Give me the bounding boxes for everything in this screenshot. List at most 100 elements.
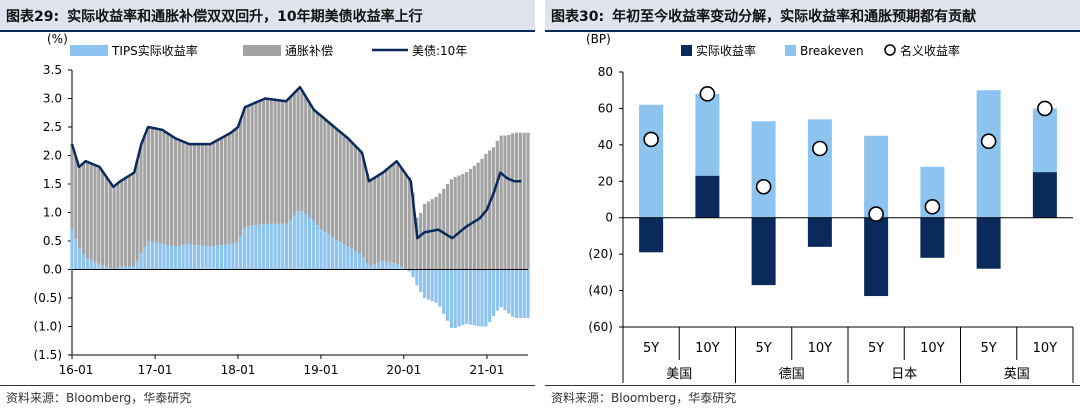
left-tips-bar [277,223,281,270]
left-inflation-bar [269,99,273,224]
left-tips-bar [476,269,480,327]
left-tips-bar [223,244,227,270]
left-tips-bar [116,267,120,270]
left-tips-bar [334,239,339,270]
left-inflation-bar [434,196,438,270]
right-real-yield-bar [864,217,889,297]
left-tips-bar [242,227,247,270]
left-tips-bar [311,220,316,270]
left-inflation-bar [526,132,530,270]
left-tips-bar [231,243,235,270]
left-inflation-bar [227,133,231,245]
left-tips-bar [376,262,381,270]
right-breakeven-bar [976,90,1001,218]
left-inflation-bar [503,135,507,270]
left-inflation-bar [472,165,476,270]
left-tips-bar [323,232,327,270]
left-tips-bar [93,261,97,270]
right-legend-swatch-breakeven [785,45,796,56]
right-x-group-label: 德国 [779,367,805,382]
right-real-yield-bar [751,217,776,286]
left-inflation-bar [104,176,109,267]
right-y-unit-label: (BP) [586,32,611,46]
left-tips-bar [465,269,469,324]
left-inflation-bar [196,144,201,246]
left-inflation-bar [511,133,515,270]
left-tips-bar [150,241,155,270]
left-tips-bar [239,235,243,270]
left-inflation-bar [380,172,384,262]
right-nominal-marker [924,198,941,215]
left-inflation-bar [307,102,312,218]
left-legend-swatch-inflation [243,45,281,56]
right-x-category-label: 10Y [695,341,720,356]
left-tips-bar [327,234,331,270]
left-inflation-bar [499,135,503,270]
left-inflation-bar [139,145,143,253]
left-tips-bar [131,266,135,270]
left-inflation-bar [461,173,465,270]
left-tips-bar [104,266,109,270]
right-legend-swatch-nominal [884,44,896,56]
left-inflation-bar [254,102,258,226]
left-y-tick-label: 1.5 [43,177,62,191]
left-inflation-bar [330,125,335,238]
left-tips-bar [426,269,430,300]
left-inflation-bar [127,175,132,267]
left-tips-bar [261,224,266,270]
left-inflation-bar [135,160,139,261]
left-tips-bar [158,243,162,270]
left-inflation-area [70,89,530,329]
left-inflation-bar [407,176,411,270]
left-inflation-bar [193,144,197,245]
left-tips-bar [434,269,438,303]
left-inflation-bar [277,100,281,224]
left-tips-bar [304,214,308,270]
left-tips-bar [127,266,132,270]
right-nominal-marker [980,133,997,150]
left-y-tick-label: (1.0) [34,320,62,334]
right-x-category-label: 5Y [981,341,997,356]
right-real-yield-bar [1032,172,1057,218]
right-x-group-label: 日本 [891,367,917,382]
left-tips-bar [442,269,446,314]
left-tips-bar [254,225,258,270]
left-inflation-bar [442,188,446,270]
left-inflation-bar [147,127,151,242]
left-inflation-bar [388,166,392,263]
left-tips-bar [526,269,530,318]
left-inflation-bar [81,163,86,255]
left-inflation-bar [124,177,128,267]
left-inflation-bar [376,175,381,263]
left-tips-bar [522,269,526,318]
left-inflation-bar [315,112,319,226]
left-tips-bar [78,247,82,270]
left-tips-bar [216,245,220,270]
left-tips-bar [369,265,373,270]
left-inflation-bar [116,183,120,268]
left-source-note: 资料来源：Bloomberg，华泰研究 [6,391,192,405]
left-inflation-bar [204,144,208,247]
left-tips-bar [154,242,158,270]
left-inflation-bar [334,128,339,240]
left-inflation-bar [173,138,178,247]
left-chart-title: 图表29: 实际收益率和通胀补偿双双回升，10年期美债收益率上行 [6,6,431,26]
right-bar-chart: (BP) 80 60 40 20 0 (20) (40) (60) 5Y 10Y 5Y 10Y 5Y 10Y… [586,32,1074,383]
left-inflation-bar [231,131,235,244]
left-inflation-bar [200,144,204,246]
right-breakeven-bar [695,93,720,176]
left-inflation-bar [70,144,74,230]
left-tips-bar [265,223,270,270]
left-tips-bar [120,266,124,270]
left-tips-bar [166,245,170,270]
left-x-tick-label: 16-01 [59,363,94,377]
left-inflation-bar [350,142,354,249]
left-tips-bar [480,269,484,327]
left-tips-bar [227,244,231,270]
left-tips-bar [415,269,419,286]
right-x-category-label: 5Y [868,341,884,356]
left-tips-bar [292,215,296,270]
right-source-note: 资料来源：Bloomberg，华泰研究 [551,391,737,405]
left-tips-bar [284,223,289,270]
left-x-tick-label: 18-01 [221,363,256,377]
